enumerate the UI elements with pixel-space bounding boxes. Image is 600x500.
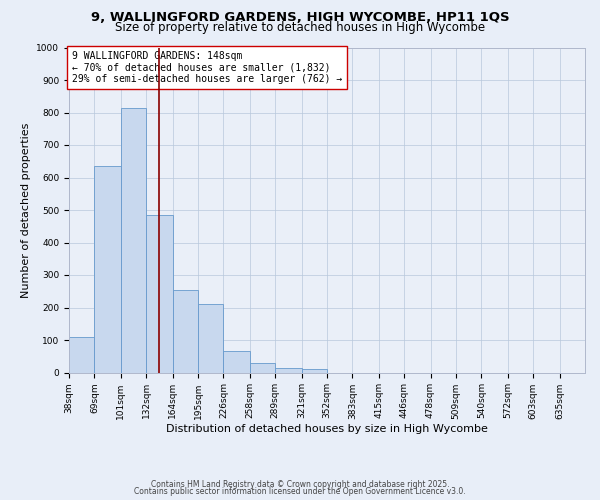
Bar — [198, 304, 223, 372]
Bar — [146, 215, 173, 372]
Text: 9, WALLINGFORD GARDENS, HIGH WYCOMBE, HP11 1QS: 9, WALLINGFORD GARDENS, HIGH WYCOMBE, HP… — [91, 11, 509, 24]
Bar — [69, 337, 94, 372]
Bar — [121, 108, 146, 372]
Text: 9 WALLINGFORD GARDENS: 148sqm
← 70% of detached houses are smaller (1,832)
29% o: 9 WALLINGFORD GARDENS: 148sqm ← 70% of d… — [71, 51, 342, 84]
Text: Contains public sector information licensed under the Open Government Licence v3: Contains public sector information licen… — [134, 487, 466, 496]
Y-axis label: Number of detached properties: Number of detached properties — [21, 122, 31, 298]
Bar — [275, 368, 302, 372]
Bar — [302, 369, 327, 372]
Bar — [173, 290, 198, 372]
Bar — [250, 363, 275, 372]
Text: Contains HM Land Registry data © Crown copyright and database right 2025.: Contains HM Land Registry data © Crown c… — [151, 480, 449, 489]
X-axis label: Distribution of detached houses by size in High Wycombe: Distribution of detached houses by size … — [166, 424, 488, 434]
Text: Size of property relative to detached houses in High Wycombe: Size of property relative to detached ho… — [115, 21, 485, 34]
Bar — [94, 166, 121, 372]
Bar — [223, 352, 250, 372]
